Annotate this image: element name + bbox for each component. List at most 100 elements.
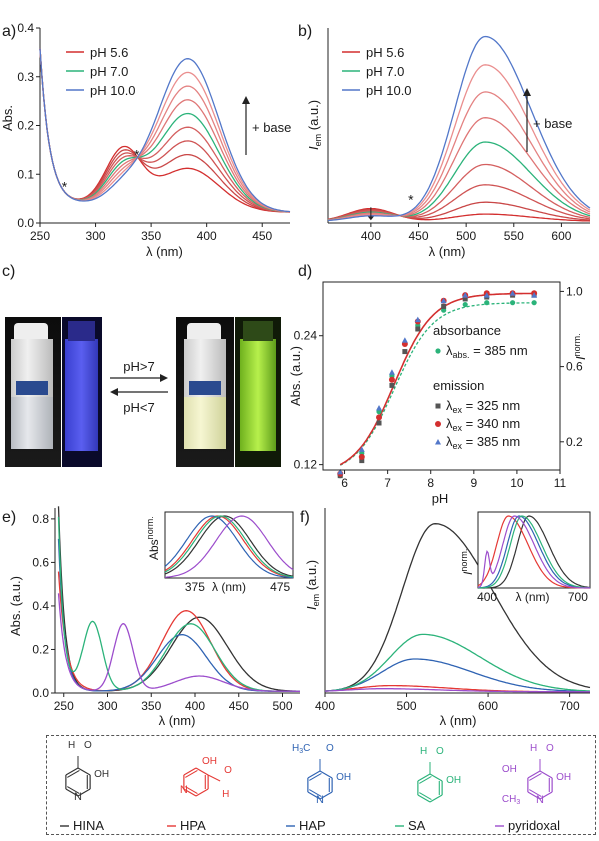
panel-d-label: d) [298, 263, 312, 280]
panel-a-ytick-label: 0.3 [17, 70, 34, 84]
scheme-legend-label: pyridoxal [508, 818, 560, 833]
panel-a-ytick-label: 0.2 [17, 119, 34, 133]
panel-b-isosbestic-star: * [408, 192, 414, 208]
panel-b-xtick-label: 600 [551, 229, 571, 243]
panel-d-point [376, 404, 383, 411]
hpa-atom: H [222, 789, 229, 800]
panel-f-xtick-label: 400 [315, 699, 335, 713]
panel-b-xtick-label: 500 [456, 229, 476, 243]
panel-b-label: b) [298, 23, 312, 40]
hpa-bond [195, 788, 209, 797]
sa-atom: OH [446, 775, 461, 786]
panel-c-arrow-top-label: pH>7 [123, 359, 154, 374]
panel-d-legend-marker [435, 403, 441, 409]
panel-a-ytick-label: 0.0 [17, 216, 34, 230]
panel-f-inset-ylabel: Inorm. [459, 549, 475, 575]
panel-b-spectrum-line [327, 35, 591, 222]
hap-bond [307, 770, 321, 779]
panel-e-ytick-label: 0.6 [32, 555, 49, 569]
hap-atom: OH [336, 772, 351, 783]
panel-e-xtick-label: 400 [185, 699, 205, 713]
hina-atom: H [68, 740, 75, 751]
panel-a-xtick-label: 300 [86, 229, 106, 243]
panel-d-point [337, 468, 344, 475]
panel-d-ytick-label-right: 1.0 [566, 284, 583, 298]
panel-e-inset-xlabel: λ (nm) [212, 580, 246, 594]
pyridoxal-bond [539, 770, 553, 779]
panel-b-xtick-label: 400 [361, 229, 381, 243]
panel-b-spectrum-line [327, 141, 591, 221]
pyridoxal-bond [527, 770, 541, 779]
panel-d-legend-marker [435, 421, 441, 427]
sa-bond [417, 794, 431, 803]
hina-bond [65, 788, 79, 797]
panel-e-ytick-label: 0.4 [32, 599, 49, 613]
panel-f-inset-line [478, 515, 591, 589]
panel-b-spectrum-line [327, 207, 591, 222]
panel-f-spectrum-line [325, 688, 590, 693]
panel-d-legend-label: λex = 385 nm [446, 434, 520, 451]
pyridoxal-bond [527, 791, 541, 800]
panel-f-ylabel: Iem (a.u.) [304, 560, 321, 610]
panel-d-point [483, 292, 490, 298]
panel-b-spectrum-line [327, 91, 591, 221]
panel-d-legend-marker [435, 348, 441, 354]
hina-nitrogen: N [74, 791, 82, 803]
panel-a-base-arrow-head [242, 96, 250, 104]
panel-d-point [531, 300, 537, 306]
hpa-nitrogen: N [180, 784, 188, 796]
panel-a: a) 0.0 0.1 0.2 0.3 0.4 250 300 350 400 450 λ (nm) Ab… [0, 21, 291, 259]
pyridoxal-nitrogen: N [536, 794, 544, 806]
panel-c-label: c) [2, 263, 15, 280]
panel-b-spectrum-line [327, 117, 591, 221]
sa-bond [429, 794, 443, 803]
panel-f-inset-line [477, 515, 590, 589]
panel-f-inset-line [477, 515, 590, 589]
panel-e-label: e) [2, 509, 16, 526]
panel-f-inset-line [477, 515, 590, 589]
panel-d-point [509, 300, 516, 306]
panel-d-point [462, 301, 468, 308]
panel-d-xtick-label: 6 [341, 476, 348, 490]
sa-atom: O [436, 746, 444, 757]
panel-e-spectrum-line [57, 593, 300, 692]
panel-d-legend-marker [435, 439, 441, 445]
panel-f-spectrum-line [324, 633, 591, 692]
panel-e-inset-xtick-label: 475 [270, 580, 290, 594]
hpa-double-bond [185, 786, 198, 795]
structure-scheme-box [46, 735, 596, 835]
panel-d-point [462, 292, 469, 298]
hina-atom: O [84, 740, 92, 751]
scheme-legend-label: HPA [180, 818, 206, 833]
panel-d-fit-absorbance [339, 302, 535, 466]
panel-d-point [358, 453, 365, 460]
hina-bond [77, 767, 91, 776]
panel-f-inset-xlabel: λ (nm) [515, 590, 549, 604]
panel-a-xtick-label: 400 [197, 229, 217, 243]
hina-double-bond [67, 786, 80, 795]
panel-e-xtick-label: 450 [229, 699, 249, 713]
panel-a-ytick-label: 0.1 [17, 167, 34, 181]
panel-a-legend-label: pH 10.0 [90, 83, 136, 98]
cuvette-photo-basic-daylight [176, 317, 234, 467]
cuvette-photo-acidic-daylight [5, 317, 61, 467]
panel-e-ylabel: Abs. (a.u.) [8, 576, 23, 636]
panel-e-xtick-label: 250 [54, 699, 74, 713]
panel-d-fit-emission [339, 292, 535, 466]
pyridoxal-bond [539, 791, 553, 800]
pyridoxal-double-bond [529, 789, 542, 798]
panel-d-xtick-label: 10 [510, 476, 524, 490]
panel-b-legend-label: pH 7.0 [366, 64, 404, 79]
panel-d-ytick-label-left: 0.12 [294, 458, 318, 472]
panel-a-label: a) [2, 23, 16, 40]
pyridoxal-double-bond [529, 772, 542, 781]
pyridoxal-atom-methyl: CH3 [502, 794, 520, 806]
pyridoxal-atom: O [546, 743, 554, 754]
panel-d-xtick-label: 9 [470, 476, 477, 490]
panel-b-xtick-label: 550 [504, 229, 524, 243]
panel-d-ylabel-left: Abs. (a.u.) [288, 346, 303, 406]
panel-b: b) 400 450 500 550 600 λ (nm) Iem (a.u.) * + base… [298, 23, 591, 259]
panel-a-spectrum-line [39, 48, 291, 213]
panel-d-frame [322, 281, 561, 471]
